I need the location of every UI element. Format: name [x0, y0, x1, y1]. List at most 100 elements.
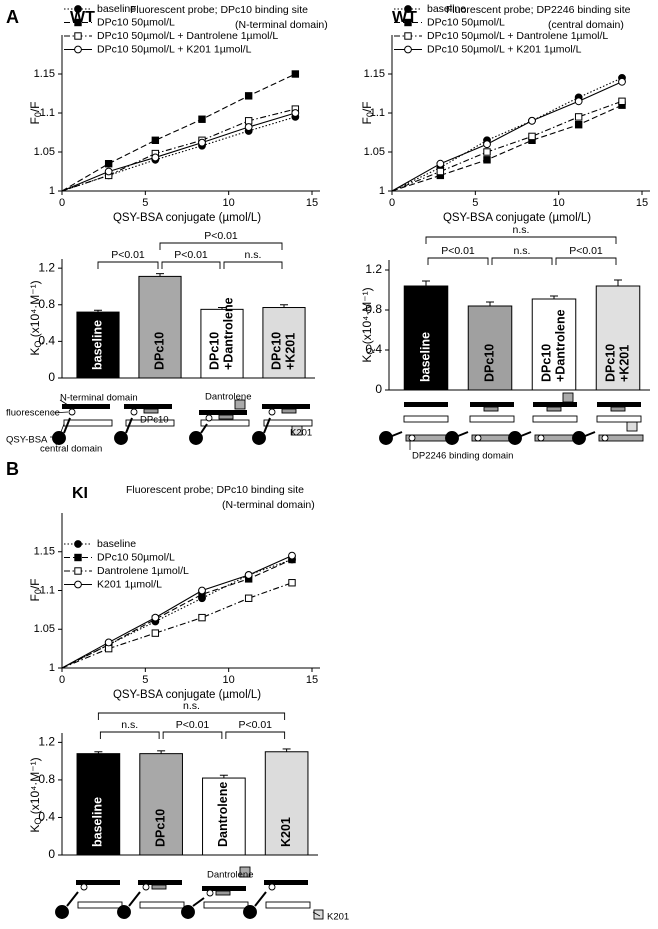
origin-segment	[61, 174, 109, 192]
marker	[288, 579, 296, 587]
x-tick-label: 5	[142, 197, 148, 209]
marker	[528, 116, 536, 125]
y-label-sub: 0	[33, 112, 43, 117]
significance-label: P<0.01	[111, 249, 145, 261]
domain-n-terminal	[138, 880, 182, 885]
y-label-sub: Q	[33, 341, 43, 348]
legend-marker	[404, 32, 412, 40]
y-tick-label: 1.2	[38, 735, 55, 749]
domain-central	[125, 419, 175, 427]
series-line	[108, 582, 293, 650]
qsy-bsa	[445, 431, 459, 445]
domain-central	[203, 901, 249, 909]
domain-central	[596, 415, 642, 423]
marker	[151, 153, 160, 162]
y-label-rest: /F	[360, 101, 374, 112]
marker	[104, 160, 113, 168]
marker	[198, 613, 206, 622]
y-tick-label: 0	[48, 847, 55, 861]
marker	[104, 167, 113, 176]
schematic-label: QSY-BSA	[6, 435, 48, 446]
legend-marker	[74, 18, 82, 27]
bar	[139, 753, 183, 856]
y-label-main: F	[28, 594, 42, 601]
significance-label: n.s.	[513, 224, 530, 236]
domain-n-terminal	[62, 404, 110, 409]
domain-central	[403, 415, 449, 423]
significance-label: P<0.01	[204, 230, 238, 242]
domain-n-terminal	[199, 410, 247, 415]
leader-line	[51, 411, 69, 414]
significance-label: P<0.01	[238, 719, 272, 731]
schematic-label: DPc10	[140, 415, 169, 426]
y-tick-label: 1.1	[40, 107, 55, 119]
y-tick-label: 0.4	[38, 334, 55, 348]
marker	[483, 148, 491, 156]
origin-segment	[391, 170, 441, 192]
legend-label: Dantrolene 1µmol/L	[97, 565, 189, 577]
significance-label: P<0.01	[441, 245, 475, 257]
schematic-label: N-terminal domain	[60, 393, 138, 404]
arrow	[391, 431, 403, 437]
fluorescent-probe	[268, 408, 276, 416]
legend-label: DPc10 50µmol/L	[97, 551, 175, 563]
marker	[574, 97, 583, 106]
x-tick-label: 15	[306, 674, 318, 686]
y-label-main: K	[360, 355, 374, 363]
arrow	[263, 417, 271, 434]
significance-label: n.s.	[183, 700, 200, 712]
schematic-label: central domain	[40, 444, 102, 455]
marker	[244, 571, 253, 579]
significance-label: P<0.01	[174, 249, 208, 261]
significance-bracket	[555, 257, 617, 265]
significance-bracket	[161, 261, 221, 269]
x-axis-label: QSY-BSA conjugate (µmol/L)	[113, 212, 261, 224]
y-tick-label: 1.1	[40, 584, 55, 596]
legend-marker	[74, 32, 82, 40]
arrow	[66, 891, 79, 907]
domain-n-terminal	[202, 886, 246, 891]
marker	[198, 586, 206, 595]
significance-label: P<0.01	[176, 719, 210, 731]
chart-title: (N-terminal domain)	[235, 19, 328, 31]
qsy-bsa	[189, 431, 203, 445]
significance-bracket	[99, 731, 160, 739]
y-tick-label: 1	[49, 662, 55, 674]
domain-central	[469, 415, 515, 423]
fluorescent-probe	[268, 883, 276, 891]
marker	[244, 92, 253, 100]
drug-binding	[546, 406, 562, 412]
legend-label: DPc10 50µmol/L + K201 1µmol/L	[97, 43, 252, 55]
legend-marker	[74, 540, 82, 548]
genotype-label: WT	[70, 9, 95, 26]
series-line	[440, 77, 623, 169]
legend-marker	[404, 45, 412, 54]
y-label-main: K	[28, 348, 42, 356]
domain-n-terminal	[470, 402, 514, 407]
domain-central	[63, 419, 113, 427]
origin-segment	[61, 641, 109, 669]
chart-title: (central domain)	[548, 19, 624, 31]
legend-marker	[404, 18, 412, 27]
x-axis-label: QSY-BSA conjugate (µmol/L)	[443, 212, 591, 224]
bar-label: DPc10	[539, 344, 553, 382]
arrow	[128, 891, 141, 907]
significance-label: n.s.	[121, 719, 138, 731]
bar-label: K201	[279, 817, 293, 847]
panel-label: A	[6, 7, 19, 27]
qsy-bsa	[55, 905, 69, 919]
y-label-main: F	[360, 117, 374, 124]
schematic-label: K201	[290, 428, 312, 439]
domain-central	[263, 419, 313, 427]
marker	[483, 156, 491, 164]
legend-label: DPc10 50µmol/L + K201 1µmol/L	[427, 43, 582, 55]
bar	[76, 311, 120, 379]
k201	[313, 909, 324, 920]
y-label-sub: 0	[365, 112, 375, 117]
bar	[595, 285, 641, 391]
marker	[104, 644, 113, 653]
drug-binding	[610, 406, 626, 412]
qsy-bsa	[572, 431, 586, 445]
k201	[626, 421, 638, 432]
y-label-sub: Q	[365, 348, 375, 355]
